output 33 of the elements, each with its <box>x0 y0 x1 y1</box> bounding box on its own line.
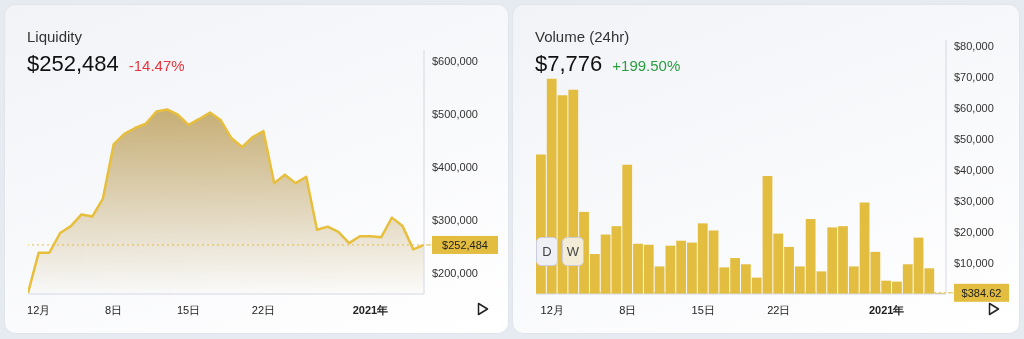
chart-title: Liquidity <box>27 28 83 45</box>
annotation: -14.47% <box>128 57 185 74</box>
y-tick-label: $30,000 <box>954 194 994 207</box>
y-tick-label: $10,000 <box>954 256 994 269</box>
x-tick-label: 8日 <box>105 304 123 316</box>
y-tick-label: $200,000 <box>432 266 478 279</box>
y-tick-label: $400,000 <box>432 160 478 173</box>
chart-title: Volume (24hr) <box>535 28 630 45</box>
ref-line-label: $384.62 <box>961 286 1002 299</box>
x-tick-label: 2021年 <box>868 304 905 316</box>
x-tick-label: 2021年 <box>352 304 389 316</box>
x-tick-label: 8日 <box>619 304 637 316</box>
y-tick-label: $300,000 <box>432 213 478 226</box>
chart-subtitle: $252,484 <box>27 51 119 77</box>
ref-line-label: $252,484 <box>442 238 488 251</box>
y-tick-label: $80,000 <box>954 40 994 53</box>
y-tick-label: $600,000 <box>432 54 478 67</box>
x-tick-label: 15日 <box>176 304 201 316</box>
y-tick-label: $20,000 <box>954 225 994 238</box>
x-tick-label: 22日 <box>767 304 791 316</box>
text: $7,776 <box>535 51 603 77</box>
annotation: D <box>536 237 558 266</box>
annotation: +199.50% <box>612 57 681 74</box>
x-tick-label: 15日 <box>691 304 715 316</box>
y-tick-label: $40,000 <box>954 164 994 176</box>
x-tick-label: 12月 <box>540 304 564 316</box>
x-tick-label: 12月 <box>27 304 51 316</box>
y-tick-label: $70,000 <box>954 71 994 84</box>
y-tick-label: $50,000 <box>954 133 994 146</box>
annotation: W <box>562 237 584 266</box>
x-tick-label: 22日 <box>251 304 276 316</box>
y-tick-label: $500,000 <box>432 107 478 120</box>
y-tick-label: $60,000 <box>954 102 994 115</box>
